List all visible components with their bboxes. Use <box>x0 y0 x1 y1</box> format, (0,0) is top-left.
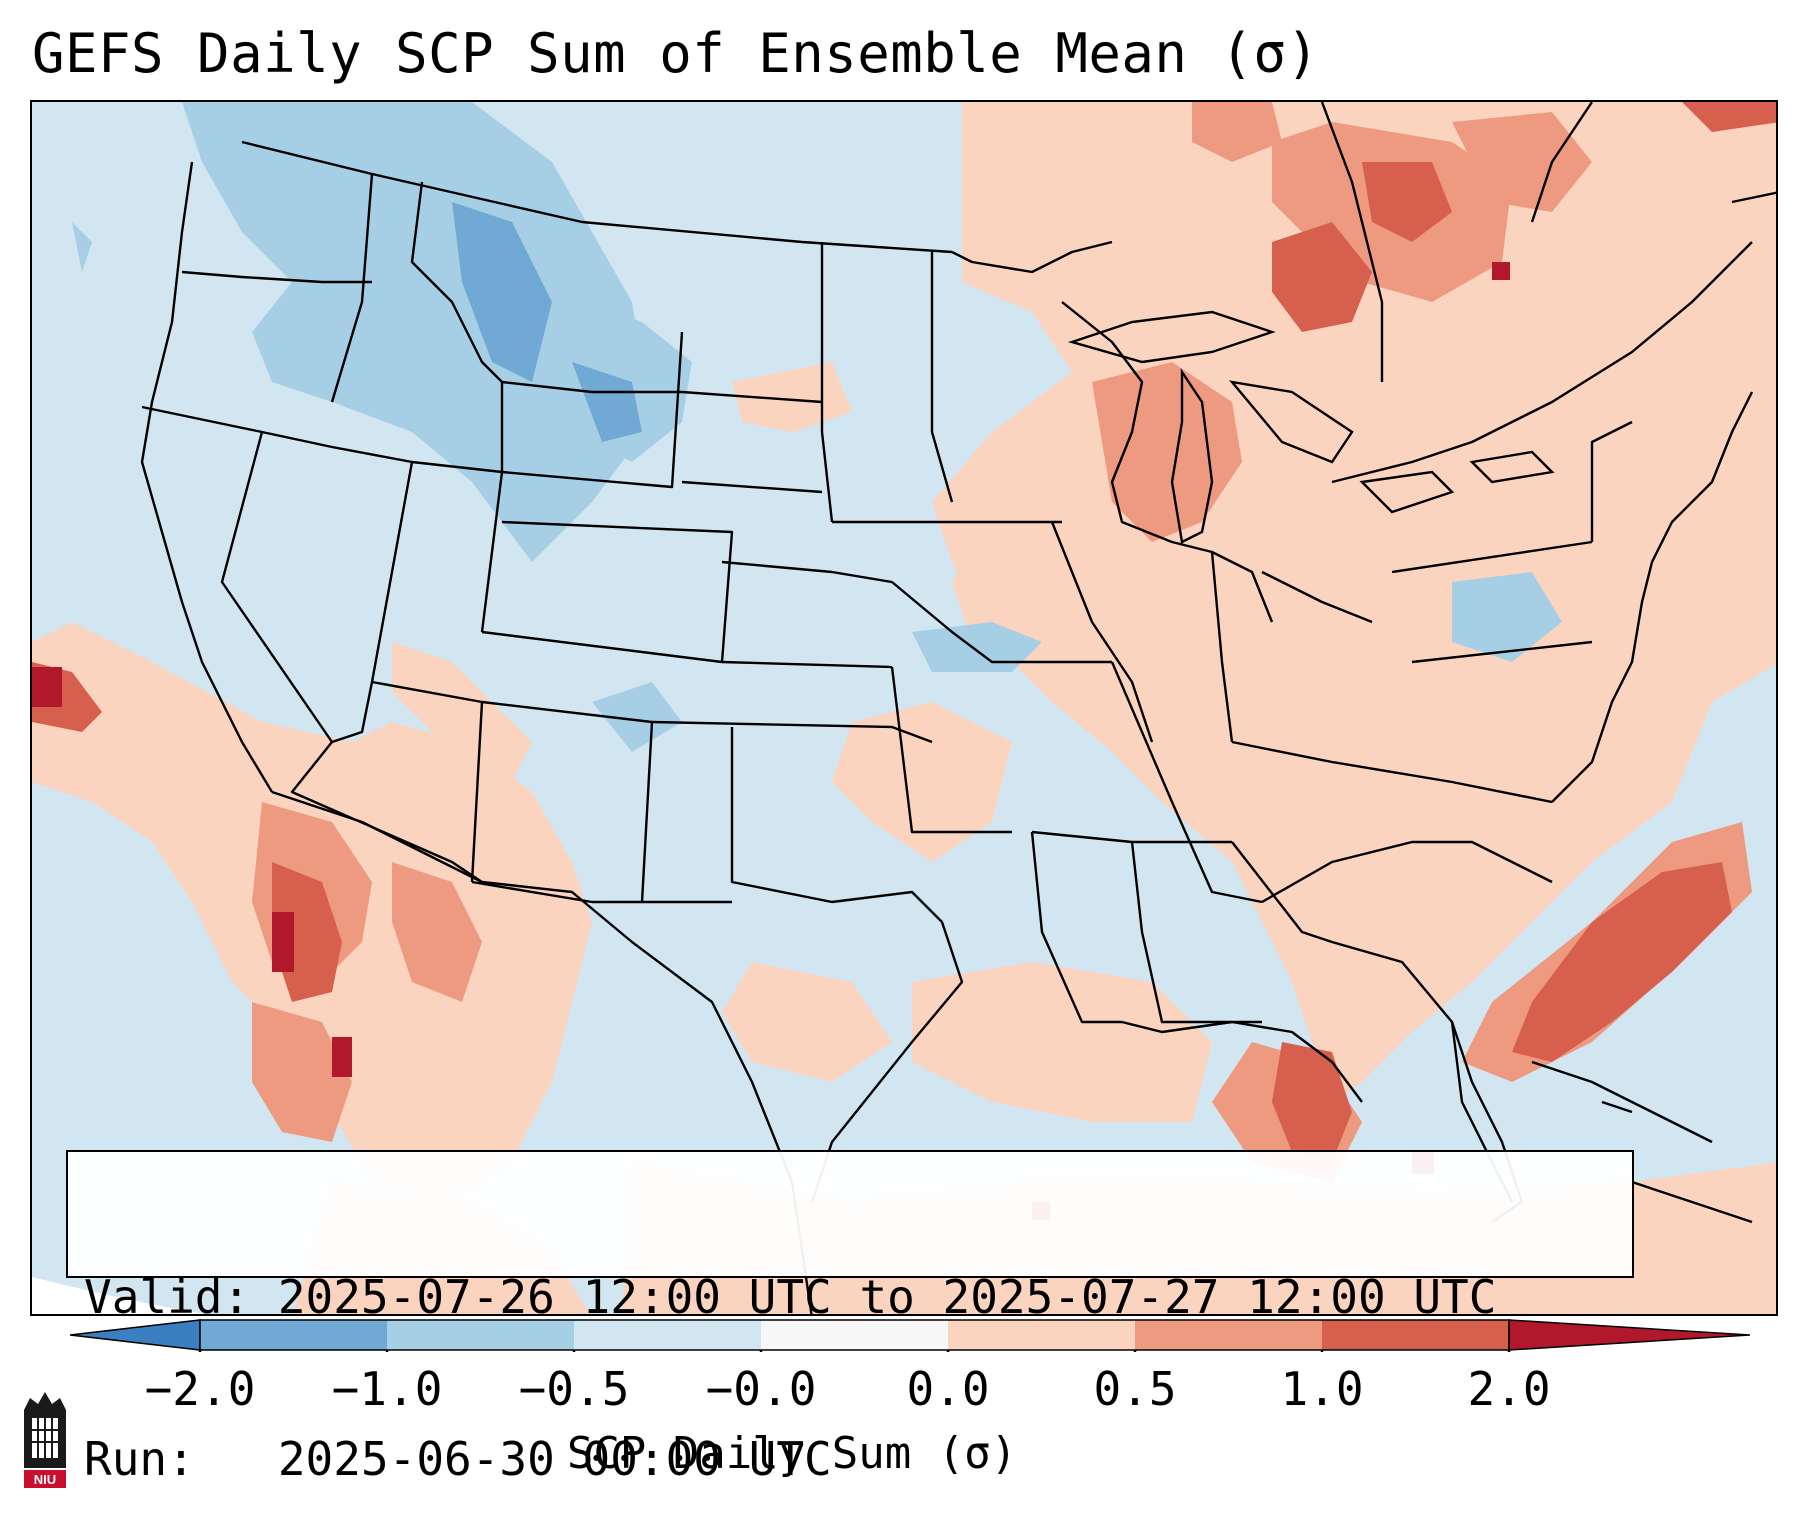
caribbean-islands <box>1531 1060 1753 1224</box>
colorbar-segment <box>200 1320 387 1350</box>
colorbar-segment <box>1135 1320 1322 1350</box>
colorbar-tick-label: −0.0 <box>705 1362 817 1416</box>
state-boundaries <box>140 102 1776 1314</box>
colorbar-tick-label: 0.5 <box>1093 1362 1177 1416</box>
colorbar-segment <box>948 1320 1135 1350</box>
run-time-text: Run: 2025-06-30 00:00 UTC <box>84 1432 832 1486</box>
colorbar-tick-label: 2.0 <box>1467 1362 1551 1416</box>
colorbar-extend-high <box>1508 1319 1750 1351</box>
colorbar-extend-low <box>70 1319 201 1351</box>
colorbar <box>70 1319 1750 1352</box>
niu-logo-icon: NIU <box>24 1392 66 1488</box>
map-panel <box>30 100 1778 1316</box>
valid-run-info-box: Valid: 2025-07-26 12:00 UTC to 2025-07-2… <box>66 1150 1634 1486</box>
colorbar-segment <box>387 1320 574 1350</box>
projection-edge <box>32 1277 206 1314</box>
colorbar-tick-label: −1.0 <box>331 1362 443 1416</box>
scp-map <box>32 102 1776 1314</box>
colorbar-segment <box>761 1320 948 1350</box>
colorbar-segment <box>574 1320 761 1350</box>
great-lakes <box>1067 310 1555 544</box>
page-title: GEFS Daily SCP Sum of Ensemble Mean (σ) <box>32 22 1320 85</box>
colorbar-tick-label: −0.5 <box>518 1362 630 1416</box>
colorbar-tick-label: 0.0 <box>906 1362 990 1416</box>
colorbar-segment <box>1322 1320 1509 1350</box>
colorbar-label: SCP Daily Sum (σ) <box>566 1428 1018 1479</box>
colorbar-tick-label: 1.0 <box>1280 1362 1364 1416</box>
very-strong-anomaly-regions <box>32 102 1776 1162</box>
negative-anomaly-regions <box>72 102 1562 752</box>
colorbar-tick-label: −2.0 <box>144 1362 256 1416</box>
logo-text: NIU <box>34 1472 56 1487</box>
valid-time-text: Valid: 2025-07-26 12:00 UTC to 2025-07-2… <box>84 1270 1497 1324</box>
strong-negative-regions <box>452 202 642 442</box>
